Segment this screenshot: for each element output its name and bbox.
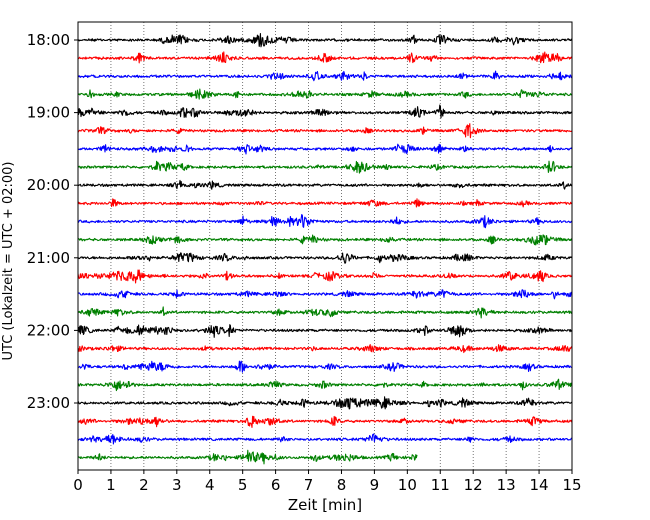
trace-1800 — [77, 33, 573, 48]
trace-2045 — [78, 234, 573, 246]
x-tick-label: 8 — [337, 476, 347, 494]
trace-2030 — [77, 213, 573, 229]
seismogram-traces — [77, 33, 573, 465]
trace-2300 — [77, 396, 573, 410]
trace-2130 — [77, 289, 573, 300]
trace-1915 — [77, 123, 573, 139]
trace-2230 — [77, 360, 573, 373]
x-tick-label: 13 — [497, 476, 516, 494]
x-tick-label: 7 — [304, 476, 314, 494]
trace-1945 — [78, 160, 573, 174]
x-axis-label: Zeit [min] — [288, 496, 362, 514]
x-tick-label: 2 — [139, 476, 149, 494]
x-tick-label: 11 — [431, 476, 450, 494]
x-tick-label: 6 — [271, 476, 281, 494]
trace-1815 — [77, 51, 572, 64]
y-axis-label: UTC (Lokalzeit = UTC + 02:00) — [1, 162, 16, 361]
trace-2315 — [77, 415, 573, 428]
y-tick-label: 22:00 — [27, 321, 70, 339]
trace-2245 — [77, 378, 573, 392]
x-tick-label: 5 — [238, 476, 248, 494]
trace-1830 — [77, 70, 573, 82]
trace-1845 — [77, 88, 572, 100]
x-axis-ticks: 0 1 2 3 4 5 6 7 8 9 10 11 12 13 14 15 — [73, 470, 582, 494]
x-tick-label: 12 — [464, 476, 483, 494]
trace-2145 — [77, 306, 573, 319]
trace-2345 — [77, 449, 418, 465]
trace-2200 — [77, 324, 572, 338]
trace-2100 — [78, 252, 573, 264]
x-tick-label: 0 — [73, 476, 83, 494]
x-tick-label: 9 — [370, 476, 380, 494]
trace-2000 — [77, 179, 573, 190]
trace-1900 — [77, 104, 573, 119]
y-tick-label: 21:00 — [27, 249, 70, 267]
x-tick-label: 10 — [398, 476, 417, 494]
y-tick-label: 18:00 — [27, 31, 70, 49]
trace-2215 — [77, 344, 573, 354]
trace-2015 — [77, 198, 573, 208]
x-tick-label: 15 — [562, 476, 581, 494]
x-tick-label: 1 — [106, 476, 116, 494]
x-tick-label: 4 — [205, 476, 215, 494]
x-tick-label: 14 — [530, 476, 549, 494]
y-tick-label: 23:00 — [27, 394, 70, 412]
x-tick-label: 3 — [172, 476, 182, 494]
trace-1930 — [78, 143, 573, 155]
y-tick-label: 19:00 — [27, 104, 70, 122]
trace-2330 — [77, 433, 572, 445]
y-tick-label: 20:00 — [27, 176, 70, 194]
y-axis-ticks: 18:00 19:00 20:00 21:00 22:00 23:00 — [27, 31, 78, 412]
trace-2115 — [77, 269, 573, 284]
plot-frame — [77, 21, 573, 471]
